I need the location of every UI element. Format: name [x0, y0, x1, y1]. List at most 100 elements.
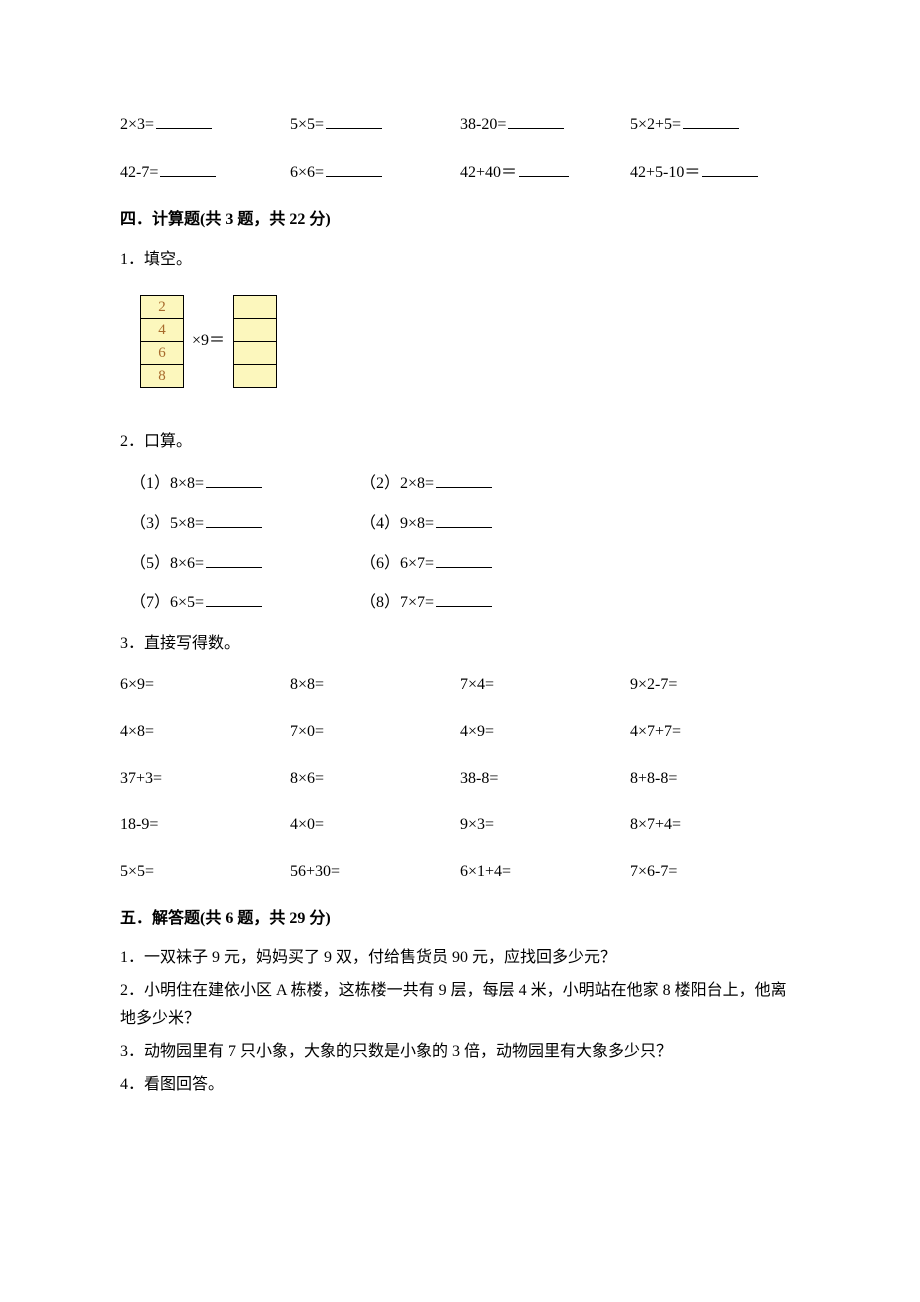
expr-cell: 4×9=	[460, 718, 630, 747]
grid-row: 4×8= 7×0= 4×9= 4×7+7=	[120, 718, 800, 747]
output-table	[233, 295, 277, 388]
expr-cell: 37+3=	[120, 765, 290, 794]
q3-label: 3．直接写得数。	[120, 630, 800, 659]
fill-table-figure: 2 4 6 8 ×9＝	[140, 295, 800, 388]
grid-row: 6×9= 8×8= 7×4= 9×2-7=	[120, 671, 800, 700]
calc-row: （5）8×6= （6）6×7=	[130, 549, 800, 579]
expr-cell: 42+5-10＝	[630, 158, 800, 188]
expr-text: （7）6×5=	[130, 594, 204, 611]
expr-cell: 5×5=	[290, 110, 460, 140]
expr-cell: 9×3=	[460, 811, 630, 840]
expr-text: （6）6×7=	[360, 555, 434, 572]
expr-cell: （8）7×7=	[360, 588, 800, 618]
expr-cell: 4×0=	[290, 811, 460, 840]
expr-cell: 8+8-8=	[630, 765, 800, 794]
expr-cell: 8×7+4=	[630, 811, 800, 840]
q1-label: 1．填空。	[120, 246, 800, 275]
expr-cell: 7×0=	[290, 718, 460, 747]
expr-text: 5×5=	[290, 116, 324, 133]
direct-write-grid: 6×9= 8×8= 7×4= 9×2-7= 4×8= 7×0= 4×9= 4×7…	[120, 671, 800, 887]
expr-text: （2）2×8=	[360, 475, 434, 492]
answer-blank[interactable]	[436, 469, 492, 488]
expr-cell: 6×6=	[290, 158, 460, 188]
expr-text: （8）7×7=	[360, 594, 434, 611]
expr-cell: （5）8×6=	[130, 549, 360, 579]
word-problem-1: 1．一双袜子 9 元，妈妈买了 9 双，付给售货员 90 元，应找回多少元？	[120, 944, 800, 973]
answer-blank[interactable]	[683, 110, 739, 129]
section-5-heading: 五．解答题(共 6 题，共 29 分)	[120, 905, 800, 934]
answer-blank[interactable]	[206, 469, 262, 488]
table-cell: 4	[141, 319, 184, 342]
table-blank-cell[interactable]	[234, 319, 277, 342]
table-blank-cell[interactable]	[234, 342, 277, 365]
expr-cell: 7×6-7=	[630, 858, 800, 887]
input-table: 2 4 6 8	[140, 295, 184, 388]
expr-text: 42+5-10＝	[630, 164, 700, 181]
grid-row: 5×5= 56+30= 6×1+4= 7×6-7=	[120, 858, 800, 887]
math-row-2: 42-7= 6×6= 42+40＝ 42+5-10＝	[120, 158, 800, 188]
expr-cell: 8×8=	[290, 671, 460, 700]
answer-blank[interactable]	[326, 158, 382, 177]
expr-cell: 4×7+7=	[630, 718, 800, 747]
answer-blank[interactable]	[206, 549, 262, 568]
expr-text: （3）5×8=	[130, 515, 204, 532]
expr-cell: （2）2×8=	[360, 469, 800, 499]
answer-blank[interactable]	[326, 110, 382, 129]
expr-cell: 6×9=	[120, 671, 290, 700]
answer-blank[interactable]	[702, 158, 758, 177]
answer-blank[interactable]	[436, 549, 492, 568]
expr-text: （4）9×8=	[360, 515, 434, 532]
grid-row: 37+3= 8×6= 38-8= 8+8-8=	[120, 765, 800, 794]
expr-cell: （3）5×8=	[130, 509, 360, 539]
expr-cell: 8×6=	[290, 765, 460, 794]
expr-cell: 38-20=	[460, 110, 630, 140]
expr-cell: 56+30=	[290, 858, 460, 887]
expr-cell: （1）8×8=	[130, 469, 360, 499]
word-problem-3: 3．动物园里有 7 只小象，大象的只数是小象的 3 倍，动物园里有大象多少只？	[120, 1038, 800, 1067]
expr-cell: （4）9×8=	[360, 509, 800, 539]
answer-blank[interactable]	[206, 509, 262, 528]
answer-blank[interactable]	[160, 158, 216, 177]
expr-text: 2×3=	[120, 116, 154, 133]
q2-label: 2．口算。	[120, 428, 800, 457]
expr-cell: 7×4=	[460, 671, 630, 700]
answer-blank[interactable]	[519, 158, 569, 177]
times-label: ×9＝	[192, 327, 225, 356]
expr-cell: 38-8=	[460, 765, 630, 794]
expr-text: （5）8×6=	[130, 555, 204, 572]
math-row-1: 2×3= 5×5= 38-20= 5×2+5=	[120, 110, 800, 140]
expr-cell: 2×3=	[120, 110, 290, 140]
expr-cell: 5×5=	[120, 858, 290, 887]
answer-blank[interactable]	[436, 588, 492, 607]
table-blank-cell[interactable]	[234, 296, 277, 319]
word-problem-4: 4．看图回答。	[120, 1071, 800, 1100]
calc-row: （1）8×8= （2）2×8=	[130, 469, 800, 499]
expr-text: 6×6=	[290, 164, 324, 181]
answer-blank[interactable]	[436, 509, 492, 528]
table-blank-cell[interactable]	[234, 365, 277, 388]
answer-blank[interactable]	[206, 588, 262, 607]
table-cell: 2	[141, 296, 184, 319]
word-problem-2: 2．小明住在建依小区 A 栋楼，这栋楼一共有 9 层，每层 4 米，小明站在他家…	[120, 977, 800, 1035]
expr-text: 42-7=	[120, 164, 158, 181]
section-4-heading: 四．计算题(共 3 题，共 22 分)	[120, 206, 800, 235]
table-cell: 6	[141, 342, 184, 365]
expr-cell: 6×1+4=	[460, 858, 630, 887]
answer-blank[interactable]	[156, 110, 212, 129]
table-cell: 8	[141, 365, 184, 388]
calc-row: （3）5×8= （4）9×8=	[130, 509, 800, 539]
expr-text: 5×2+5=	[630, 116, 681, 133]
expr-cell: 42+40＝	[460, 158, 630, 188]
expr-cell: 4×8=	[120, 718, 290, 747]
answer-blank[interactable]	[508, 110, 564, 129]
expr-cell: 9×2-7=	[630, 671, 800, 700]
expr-cell: 42-7=	[120, 158, 290, 188]
expr-cell: （7）6×5=	[130, 588, 360, 618]
expr-cell: 18-9=	[120, 811, 290, 840]
expr-text: （1）8×8=	[130, 475, 204, 492]
expr-cell: 5×2+5=	[630, 110, 800, 140]
expr-cell: （6）6×7=	[360, 549, 800, 579]
expr-text: 38-20=	[460, 116, 506, 133]
calc-row: （7）6×5= （8）7×7=	[130, 588, 800, 618]
grid-row: 18-9= 4×0= 9×3= 8×7+4=	[120, 811, 800, 840]
